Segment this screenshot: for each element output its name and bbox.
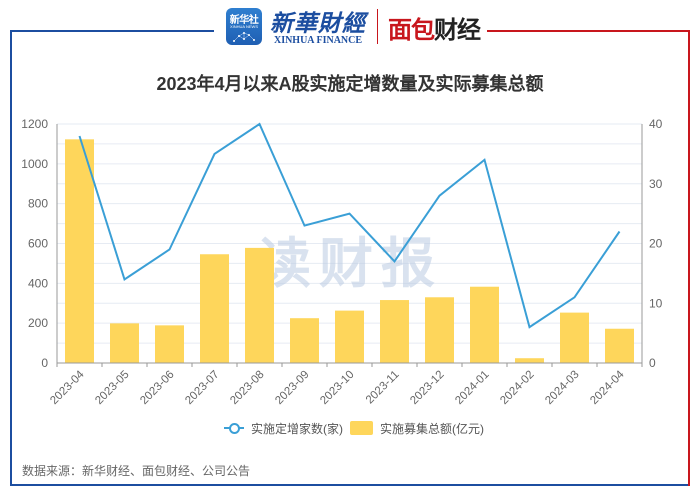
x-axis-tick-label: 2024-03 (543, 369, 581, 407)
bar[interactable] (65, 139, 94, 363)
watermark: 读财报 (257, 232, 443, 295)
x-axis-tick-label: 2023-12 (408, 369, 446, 407)
frame-right-border (688, 30, 690, 486)
mianbao-black-text: 财经 (434, 17, 481, 44)
bar[interactable] (335, 310, 364, 363)
x-axis-tick-label: 2023-04 (48, 368, 87, 407)
x-axis-tick-label: 2023-08 (228, 369, 266, 407)
bar[interactable] (425, 297, 454, 363)
x-axis-tick-label: 2023-09 (273, 369, 311, 407)
left-axis-tick-label: 800 (28, 197, 48, 211)
x-axis-tick-label: 2024-04 (588, 368, 627, 407)
x-axis-tick-label: 2023-10 (318, 369, 356, 407)
x-axis-tick-label: 2024-01 (453, 369, 491, 407)
left-axis-tick-label: 0 (41, 356, 48, 370)
x-axis-labels: 2023-04 2023-05 2023-06 2023-07 2023-08 2023-… (48, 368, 627, 407)
app-logo-text: 新华社 (229, 15, 259, 26)
right-axis-tick-label: 0 (649, 356, 656, 370)
left-axis-tick-label: 1000 (21, 157, 48, 171)
chart-title: 2023年4月以来A股实施定增数量及实际募集总额 (156, 74, 544, 94)
bar[interactable] (155, 325, 184, 363)
bar-series (65, 139, 634, 363)
bar[interactable] (560, 312, 589, 363)
left-axis-tick-label: 400 (28, 276, 48, 290)
legend-line-label: 实施定增家数(家) (251, 421, 343, 436)
frame-left-border (10, 30, 12, 485)
xinhua-news-app-logo: 新华社 XINHUA NEWS (226, 8, 262, 45)
bar[interactable] (605, 328, 634, 363)
frame-bottom-border (10, 484, 690, 486)
frame-top-left-line (10, 30, 214, 32)
left-axis-labels: 0 200 400 600 800 1000 1200 (21, 117, 48, 370)
logo-separator (377, 9, 378, 44)
x-axis-tick-label: 2024-02 (498, 369, 536, 407)
line-series (78, 122, 621, 329)
bar[interactable] (380, 300, 409, 363)
x-axis-tick-label: 2023-05 (93, 369, 131, 407)
app-logo-subtext: XINHUA NEWS (229, 24, 258, 29)
bar[interactable] (290, 318, 319, 363)
bar[interactable] (515, 358, 544, 363)
data-source-note: 数据来源：新华财经、面包财经、公司公告 (22, 464, 251, 478)
legend-item-line[interactable]: 实施定增家数(家) (224, 418, 343, 438)
bar[interactable] (245, 247, 274, 363)
x-axis-tick-label: 2023-07 (183, 369, 221, 407)
right-axis-tick-label: 30 (649, 177, 663, 191)
bar[interactable] (470, 286, 499, 363)
left-axis-tick-label: 200 (28, 316, 48, 330)
right-axis-tick-label: 10 (649, 296, 663, 310)
xinhua-finance-cn: 新華財經 (270, 10, 366, 37)
frame-top-right-line (487, 30, 690, 32)
left-axis-tick-label: 1200 (21, 117, 48, 131)
bar[interactable] (200, 254, 229, 363)
network-dots-icon (233, 32, 255, 42)
x-axis-tick-label: 2023-06 (138, 369, 176, 407)
xinhua-finance-logo: 新華財經 XINHUA FINANCE (268, 4, 368, 48)
right-axis-labels: 0 10 20 30 40 (649, 117, 663, 370)
x-axis-tick-label: 2023-11 (364, 369, 402, 407)
right-axis-tick-label: 40 (649, 117, 663, 131)
mianbao-red-text: 面包 (388, 17, 435, 44)
legend-bar-label: 实施募集总额(亿元) (380, 421, 484, 436)
bar-legend-icon (350, 421, 373, 435)
axes (56, 124, 643, 367)
chart-legend: 实施定增家数(家) 实施募集总额(亿元) (0, 418, 700, 438)
left-axis-tick-label: 600 (28, 237, 48, 251)
legend-item-bar[interactable]: 实施募集总额(亿元) (350, 418, 484, 438)
line-legend-icon (224, 422, 244, 434)
right-axis-tick-label: 20 (649, 237, 663, 251)
bar[interactable] (110, 323, 139, 363)
xinhua-finance-en: XINHUA FINANCE (273, 35, 363, 46)
mianbao-finance-logo: 面包财经 (386, 10, 482, 44)
